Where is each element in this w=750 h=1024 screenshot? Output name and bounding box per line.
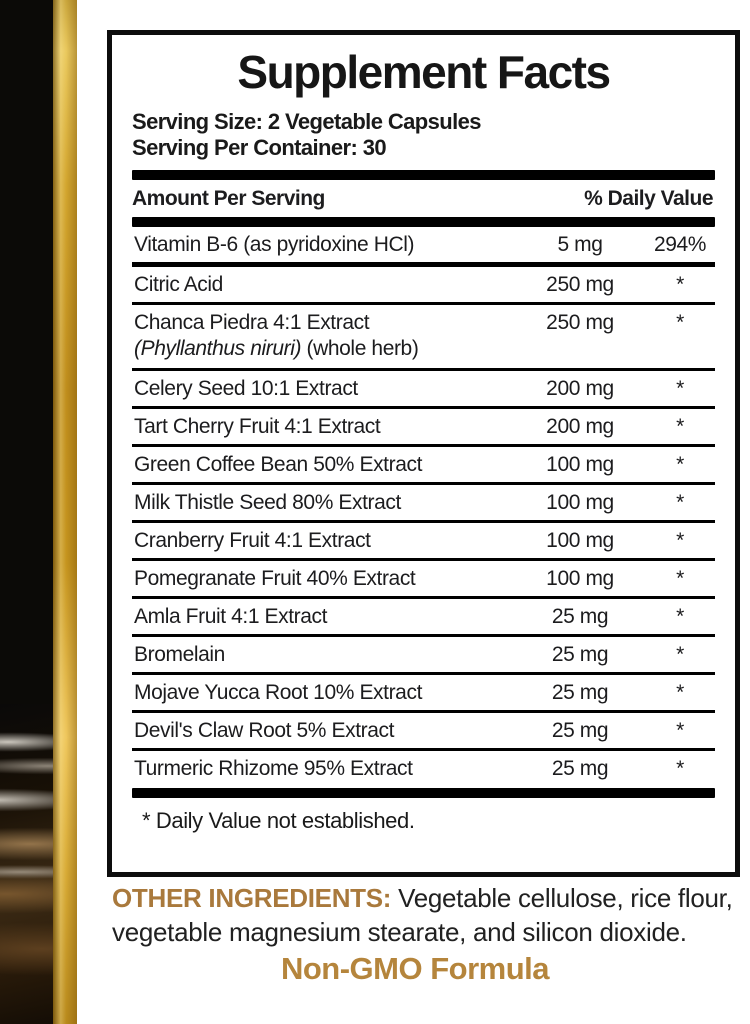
ingredient-row: Celery Seed 10:1 Extract 200 mg * [132, 367, 715, 406]
divider-thick-top [132, 169, 715, 180]
bottle-left-dark-panel [0, 0, 53, 1024]
other-ingredients-text: Vegetable cellulose, rice flour, vegetab… [112, 883, 733, 947]
ingredient-row: Cranberry Fruit 4:1 Extract 100 mg * [132, 519, 715, 558]
ingredient-name: Amla Fruit 4:1 Extract [134, 604, 328, 628]
ingredient-name: Pomegranate Fruit 40% Extract [134, 566, 416, 590]
ingredient-daily-value: * [676, 452, 684, 476]
ingredient-amount: 25 mg [551, 680, 609, 704]
row-divider [132, 747, 715, 751]
ingredient-amount: 25 mg [551, 756, 609, 780]
row-divider [132, 633, 715, 637]
ingredient-name: Bromelain [134, 642, 225, 666]
col-amount-per-serving: Amount Per Serving [132, 186, 325, 210]
ingredient-amount: 100 mg [546, 452, 614, 476]
ingredient-row: Pomegranate Fruit 40% Extract 100 mg * [132, 557, 715, 596]
col-daily-value: % Daily Value [584, 186, 713, 210]
column-headers: Amount Per Serving % Daily Value [132, 180, 715, 217]
gold-smoke-graphic [0, 704, 53, 1024]
ingredient-daily-value: * [676, 680, 684, 704]
ingredient-name: Green Coffee Bean 50% Extract [134, 452, 423, 476]
row-divider [132, 367, 715, 371]
ingredient-amount: 100 mg [546, 528, 614, 552]
row-divider [132, 481, 715, 485]
other-ingredients-label: OTHER INGREDIENTS: [112, 883, 392, 913]
ingredient-daily-value: * [676, 490, 684, 514]
ingredient-amount: 250 mg [546, 272, 614, 296]
ingredient-daily-value: * [676, 272, 684, 296]
ingredient-row: Amla Fruit 4:1 Extract 25 mg * [132, 595, 715, 634]
servings-per-container: Serving Per Container: 30 [132, 134, 387, 160]
ingredient-row: Tart Cherry Fruit 4:1 Extract 200 mg * [132, 405, 715, 444]
ingredient-row: Bromelain 25 mg * [132, 633, 715, 672]
ingredient-row: Citric Acid 250 mg * [132, 261, 715, 302]
ingredient-name: Devil's Claw Root 5% Extract [134, 718, 395, 742]
other-ingredients: OTHER INGREDIENTS: Vegetable cellulose, … [112, 882, 748, 950]
ingredient-amount: 5 mg [557, 232, 603, 256]
ingredient-name: Chanca Piedra 4:1 Extract [134, 310, 370, 334]
ingredient-row: Chanca Piedra 4:1 Extract 250 mg * (Phyl… [132, 301, 715, 368]
ingredient-row: Devil's Claw Root 5% Extract 25 mg * [132, 709, 715, 748]
dv-footnote: * Daily Value not established. [142, 807, 415, 833]
row-divider [132, 405, 715, 409]
ingredient-row: Vitamin B-6 (as pyridoxine HCl) 5 mg 294… [132, 227, 715, 262]
ingredient-botanical-sub: (Phyllanthus niruri) (whole herb) [134, 336, 419, 360]
row-divider [132, 443, 715, 447]
ingredient-name: Citric Acid [134, 272, 223, 296]
serving-info: Serving Size: 2 Vegetable Capsules Servi… [132, 109, 715, 161]
ingredient-name: Cranberry Fruit 4:1 Extract [134, 528, 371, 552]
ingredient-amount: 25 mg [551, 642, 609, 666]
ingredient-daily-value: 294% [653, 232, 707, 256]
ingredient-name: Turmeric Rhizome 95% Extract [134, 756, 413, 780]
ingredient-daily-value: * [676, 642, 684, 666]
ingredient-daily-value: * [676, 310, 684, 334]
row-divider [132, 519, 715, 523]
ingredient-daily-value: * [676, 414, 684, 438]
row-divider [132, 557, 715, 561]
ingredient-daily-value: * [676, 756, 684, 780]
ingredient-daily-value: * [676, 528, 684, 552]
row-divider [132, 671, 715, 675]
ingredient-name: Celery Seed 10:1 Extract [134, 376, 358, 400]
ingredient-daily-value: * [676, 718, 684, 742]
divider-thick-bottom [132, 787, 715, 798]
ingredient-amount: 100 mg [546, 566, 614, 590]
ingredient-amount: 25 mg [551, 604, 609, 628]
panel-title: Supplement Facts [237, 46, 611, 98]
ingredient-name: Tart Cherry Fruit 4:1 Extract [134, 414, 381, 438]
supplement-facts-panel: Supplement Facts Serving Size: 2 Vegetab… [107, 30, 740, 877]
ingredient-amount: 200 mg [546, 414, 614, 438]
ingredient-amount: 250 mg [546, 310, 614, 334]
ingredient-amount: 100 mg [546, 490, 614, 514]
ingredient-row: Milk Thistle Seed 80% Extract 100 mg * [132, 481, 715, 520]
ingredient-name: Vitamin B-6 (as pyridoxine HCl) [134, 232, 415, 256]
ingredient-name: Milk Thistle Seed 80% Extract [134, 490, 401, 514]
row-divider [132, 709, 715, 713]
ingredient-daily-value: * [676, 604, 684, 628]
ingredient-rows: Vitamin B-6 (as pyridoxine HCl) 5 mg 294… [132, 227, 715, 786]
row-divider [132, 261, 715, 267]
ingredient-row: Turmeric Rhizome 95% Extract 25 mg * [132, 747, 715, 786]
ingredient-daily-value: * [676, 566, 684, 590]
non-gmo-claim: Non-GMO Formula [280, 951, 550, 986]
row-divider [132, 301, 715, 305]
ingredient-row: Mojave Yucca Root 10% Extract 25 mg * [132, 671, 715, 710]
serving-size: Serving Size: 2 Vegetable Capsules [132, 109, 481, 134]
divider-thick-header [132, 216, 715, 227]
ingredient-daily-value: * [676, 376, 684, 400]
ingredient-name: Mojave Yucca Root 10% Extract [134, 680, 422, 704]
ingredient-amount: 200 mg [546, 376, 614, 400]
ingredient-amount: 25 mg [551, 718, 609, 742]
ingredient-row: Green Coffee Bean 50% Extract 100 mg * [132, 443, 715, 482]
row-divider [132, 595, 715, 599]
gold-accent-bar [53, 0, 77, 1024]
